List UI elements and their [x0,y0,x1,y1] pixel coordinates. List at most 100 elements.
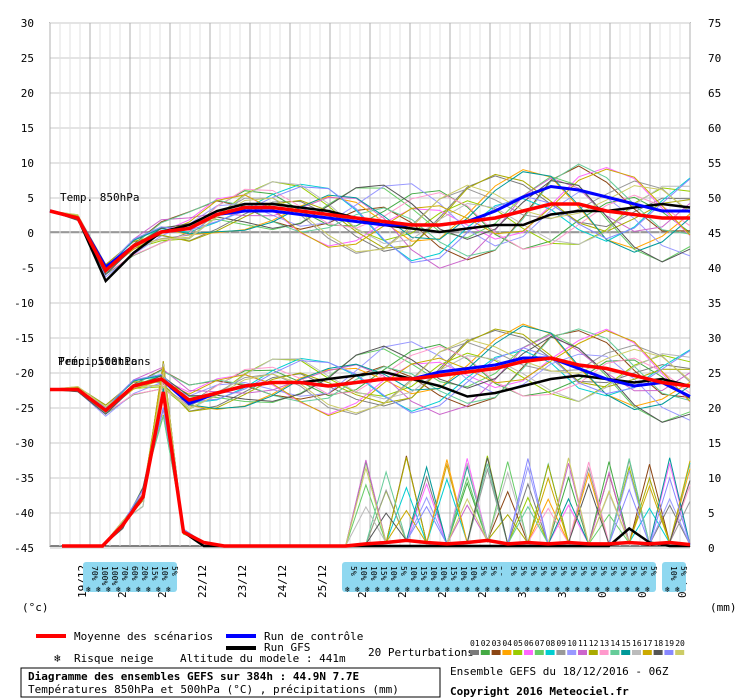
snow-risk-value: 5% [479,566,488,576]
ensemble-run-label: Ensemble GEFS du 18/12/2016 - 06Z [450,665,669,678]
left-tick-label: -25 [14,402,34,415]
snow-risk-value: 15% [419,566,428,581]
snow-flake-icon: ❄ [575,585,580,594]
left-tick-label: -20 [14,367,34,380]
perturbation-number: 13 [600,639,610,648]
snow-flake-icon: ❄ [525,585,530,594]
perturbation-swatch [653,650,663,655]
snow-flake-icon: ❄ [106,585,111,594]
left-tick-label: 0 [27,227,34,240]
info-box [20,667,441,698]
snow-risk-value: 10% [669,566,678,581]
snow-risk-value: 10% [409,566,418,581]
snow-flake-icon: ❄ [435,585,440,594]
snow-flake-icon: ❄ [535,585,540,594]
snow-group-4-band [662,562,686,592]
snow-flake-icon: ❄ [136,585,141,594]
info-subtitle: Températures 850hPa et 500hPa (°C) , pré… [28,683,399,696]
snow-risk-value: 10% [389,566,398,581]
perturbation-number: 12 [589,639,599,648]
perturbation-number: 04 [502,639,512,648]
snow-risk-value: 70% [120,566,129,581]
snow-risk-value: 15% [379,566,388,581]
right-tick-label: 35 [708,297,721,310]
date-tick-label: 25/12 [316,565,329,598]
perturbation-number: 19 [664,639,674,648]
right-tick-label: 60 [708,122,721,135]
snow-flake-icon: ❄ [545,585,550,594]
perturbation-swatch [470,650,479,655]
snow-risk-value: 10% [160,566,169,581]
snow-risk-value: 10% [459,566,468,581]
snow-risk-value: 5% [569,566,578,576]
snow-flake-icon: ❄ [116,585,121,594]
snow-flake-icon: ❄ [515,585,520,594]
snow-risk-value: 15% [150,566,159,581]
right-tick-label: 55 [708,157,721,170]
right-tick-label: 0 [708,542,715,555]
right-tick-label: 30 [708,332,721,345]
snow-flake-icon: ❄ [156,585,161,594]
legend-gfs-label: Run GFS [264,641,310,654]
perturbation-swatch [610,650,620,655]
perturbation-number: 05 [513,639,523,648]
copyright-label: Copyright 2016 Meteociel.fr [450,685,629,698]
snow-risk-value: 5% [489,566,498,576]
snow-flake-icon: ❄ [375,585,380,594]
date-tick-label: 24/12 [276,565,289,598]
left-tick-label: 20 [21,87,34,100]
snow-flake-icon: ❄ [445,585,450,594]
left-tick-label: 10 [21,157,34,170]
perturbation-swatch [599,650,609,655]
perturbation-swatch [578,650,587,655]
snow-risk-value: 100% [100,566,109,585]
perturbation-number: 09 [556,639,566,648]
right-tick-label: 5 [708,507,715,520]
right-tick-label: 45 [708,227,721,240]
left-tick-label: -30 [14,437,34,450]
perturbation-line-t500 [49,336,691,423]
right-tick-label: 20 [708,402,721,415]
t850-mean-line [49,202,690,274]
snow-group-3-band [502,562,656,592]
date-tick-label: 23/12 [236,565,249,598]
perturbation-number: 16 [632,639,642,648]
snow-flake-icon: ❄ [365,585,370,594]
perturbation-swatch [632,650,641,655]
perturbation-swatch [480,650,490,655]
snow-risk-value: 5% [529,566,538,576]
perturbation-line-t500 [49,349,691,412]
perturbation-swatch [534,650,544,655]
snow-risk-value: 5% [579,566,588,576]
snow-risk-value: 5% [619,566,628,576]
snow-risk-value: 5% [170,566,179,576]
left-tick-label: -15 [14,332,34,345]
perturbation-swatch [545,650,555,655]
snow-risk-value: 10% [359,566,368,581]
snow-risk-value: 5% [629,566,638,576]
left-tick-label: -40 [14,507,34,520]
altitude-label: Altitude du modele : 441m [180,652,346,665]
snow-flake-icon: ❄ [395,585,400,594]
left-tick-label: -10 [14,297,34,310]
snow-risk-value: 5% [589,566,598,576]
left-tick-label: -35 [14,472,34,485]
right-tick-label: 15 [708,437,721,450]
perturbation-number: 17 [643,639,653,648]
perturbation-swatch [642,650,652,655]
left-tick-label: 25 [21,52,34,65]
left-tick-label: 15 [21,122,34,135]
snow-legend-icon: ❄ [54,652,61,665]
snow-group-1-band [83,562,177,592]
snow-flake-icon: ❄ [635,585,640,594]
perturbation-line-t500 [49,345,691,414]
perturbation-number: 02 [481,639,491,648]
snow-flake-icon: ❄ [345,585,350,594]
perturbation-line-t500 [49,333,691,416]
snow-risk-value: 5% [549,566,558,576]
snow-risk-value: 5% [559,566,568,576]
snow-flake-icon: ❄ [555,585,560,594]
perturbation-line-t850 [49,177,691,269]
snow-flake-icon: ❄ [665,585,670,594]
